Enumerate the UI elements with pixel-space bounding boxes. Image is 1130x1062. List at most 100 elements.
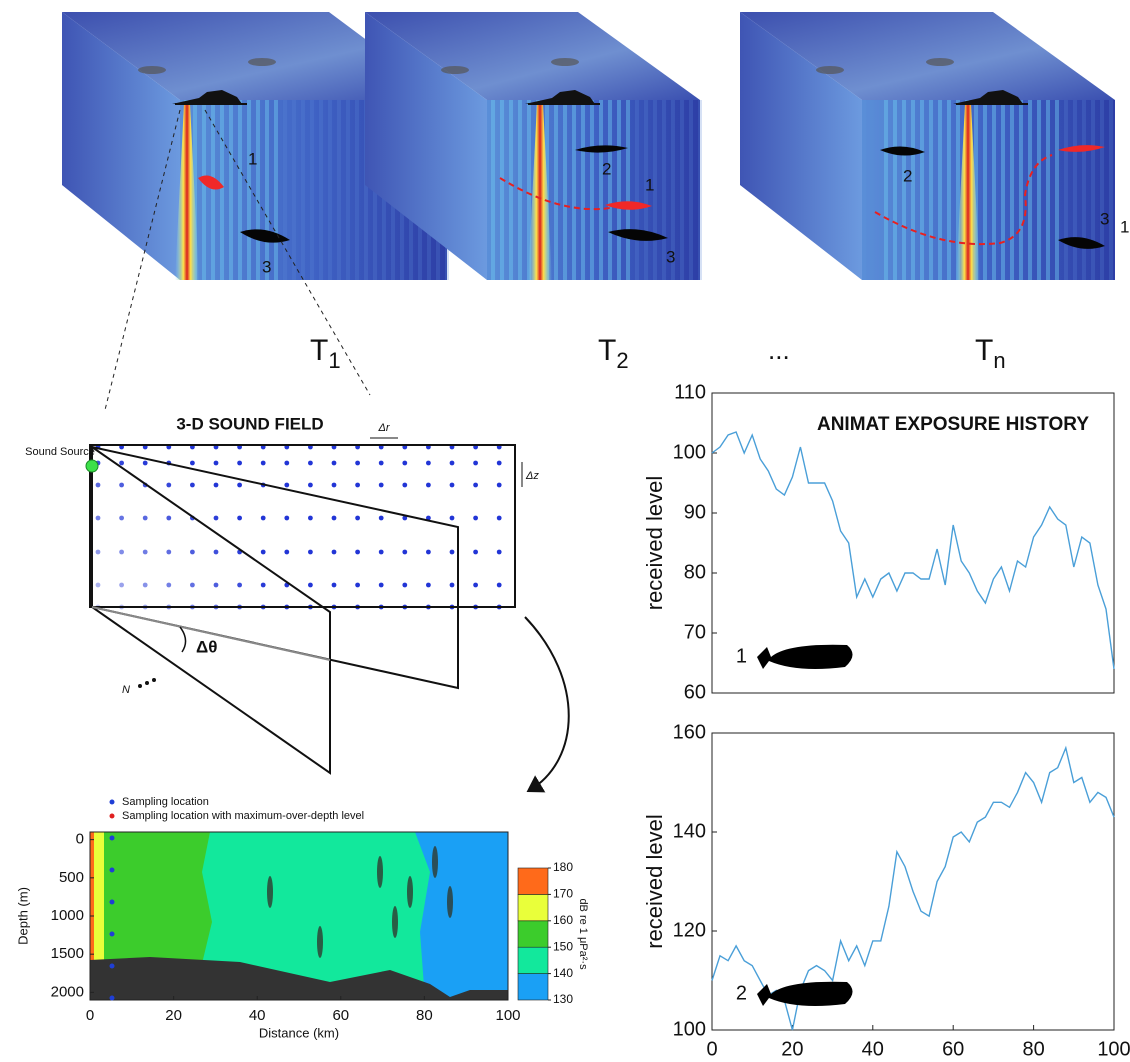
grid-dot	[496, 515, 502, 521]
grid-dot	[95, 515, 101, 521]
whale	[575, 145, 628, 153]
grid-dot	[378, 582, 384, 588]
stripe	[911, 100, 915, 280]
stripe	[319, 100, 323, 280]
stripe	[920, 100, 924, 280]
stripe	[1019, 100, 1023, 280]
x-tick-label: 40	[862, 1038, 884, 1060]
grid-dot	[402, 549, 408, 555]
stripe	[938, 100, 942, 280]
cube: 2 1 3	[365, 12, 702, 280]
delta-z-label: Δz	[525, 470, 539, 482]
whale	[240, 229, 290, 243]
stripe	[346, 100, 350, 280]
stripe	[644, 100, 648, 280]
far-whale	[248, 58, 276, 66]
stripe	[893, 100, 897, 280]
sound-source	[85, 459, 99, 473]
grid-dot	[119, 482, 124, 488]
far-whale	[816, 66, 844, 74]
grid-dot	[355, 482, 360, 488]
grid-dot	[426, 482, 431, 488]
stripe	[220, 100, 224, 280]
stripe	[229, 100, 233, 280]
contour-blob	[407, 876, 413, 908]
time-label: ...	[768, 335, 790, 365]
contour-region	[90, 832, 94, 977]
sampling-dot	[109, 931, 115, 937]
grid-dot	[190, 549, 195, 555]
line-chart: 100 120 140 160 0 20 40 60 80 100 received level 2	[642, 721, 1130, 1060]
grid-dot	[237, 515, 243, 521]
stripe	[974, 100, 978, 280]
whale-number: 2	[903, 166, 912, 185]
whale-number: 3	[262, 257, 271, 276]
sampling-dot	[109, 867, 115, 873]
plane	[91, 445, 331, 775]
series-name: 2	[736, 982, 747, 1004]
grid-dot	[473, 549, 478, 555]
grid-dot	[378, 482, 384, 488]
ship	[172, 90, 242, 104]
far-whale	[441, 66, 469, 74]
grid-dot	[142, 582, 148, 588]
chart-title: ANIMAT EXPOSURE HISTORY	[817, 414, 1089, 435]
stripe	[680, 100, 684, 280]
contour-region	[360, 837, 400, 972]
y-tick-label: 100	[673, 441, 706, 463]
cube-top	[62, 12, 447, 100]
grid-dot	[142, 549, 148, 555]
grid-dot	[473, 515, 478, 521]
time-label: Tn	[975, 334, 1006, 373]
grid-dot	[95, 482, 101, 488]
zoom-line	[104, 109, 181, 411]
x-tick-label: 100	[1097, 1038, 1130, 1060]
stripe	[626, 100, 630, 280]
data-line	[711, 431, 1115, 670]
grid-dot	[496, 460, 502, 466]
whale-number: 1	[645, 175, 654, 194]
plot-frame	[711, 732, 1115, 1031]
stripe	[1010, 100, 1014, 280]
ellipsis-dot	[138, 684, 142, 688]
stripe	[1055, 100, 1059, 280]
grid-dot	[190, 482, 195, 488]
cube-side	[365, 12, 487, 280]
grid-dot	[260, 460, 266, 466]
stripe	[1064, 100, 1068, 280]
grid-dot	[496, 482, 502, 488]
field-box	[89, 444, 516, 608]
stripe	[1028, 100, 1032, 280]
colorbar-label: dB re 1 μPa²·s	[577, 898, 589, 970]
y-tick-label: 110	[674, 381, 706, 403]
grid-dot	[473, 482, 478, 488]
angle-arc	[179, 626, 187, 653]
x-tick-label: 20	[165, 1007, 182, 1024]
y-tick-label: 0	[76, 831, 84, 848]
grid-dot	[378, 460, 384, 466]
grid-dot	[95, 582, 101, 588]
contour-region	[102, 832, 212, 982]
y-tick-label: 100	[673, 1018, 706, 1040]
grid-dot	[473, 460, 478, 466]
y-axis-label: received level	[642, 476, 667, 611]
stripe	[1100, 100, 1104, 280]
stripe	[337, 100, 341, 280]
contour-blob	[447, 886, 453, 918]
sampling-dot	[109, 835, 115, 841]
beam	[528, 104, 552, 280]
stripe	[671, 100, 675, 280]
stripe	[581, 100, 585, 280]
stripe	[364, 100, 368, 280]
whale-number: 3	[1100, 209, 1109, 228]
legend-label: Sampling location	[122, 796, 209, 808]
x-tick-label: 20	[781, 1038, 803, 1060]
grid-dot	[284, 549, 290, 555]
x-tick-label: 60	[332, 1007, 349, 1024]
grid-dot	[449, 549, 455, 555]
legend-marker	[109, 799, 115, 805]
colorbar-cell	[517, 894, 549, 922]
whale-number: 2	[602, 159, 611, 178]
cube: 2 3 1	[740, 12, 1129, 280]
